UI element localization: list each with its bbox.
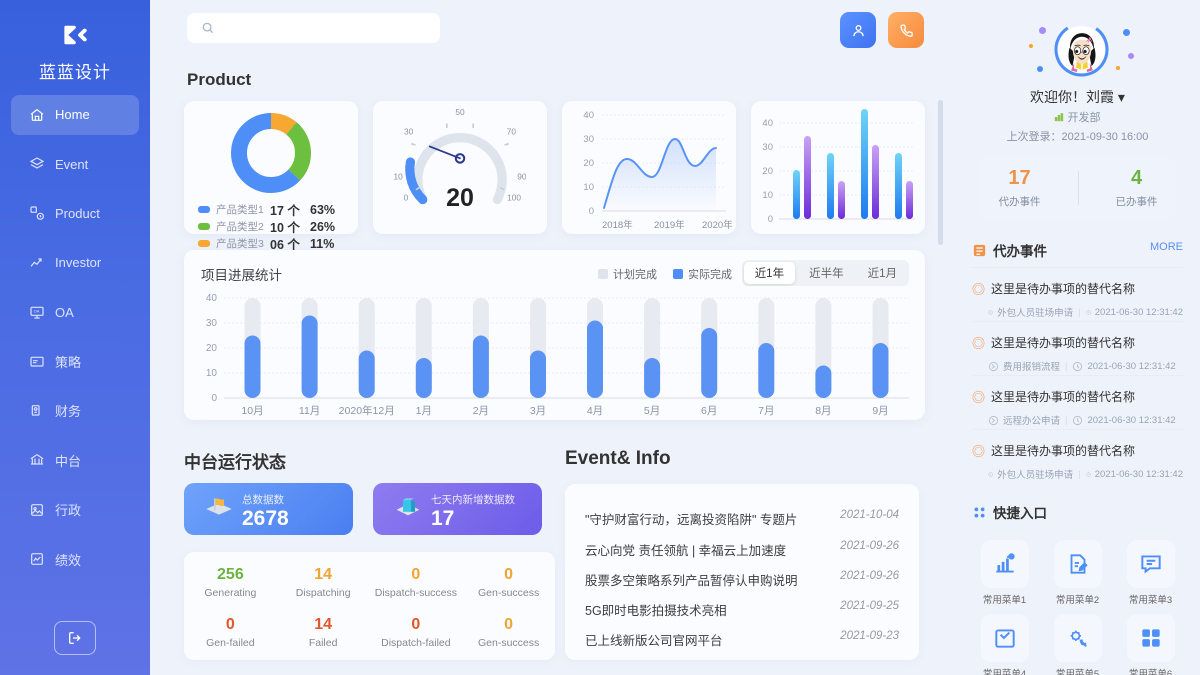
svg-text:11月: 11月 bbox=[299, 405, 320, 417]
svg-text:20: 20 bbox=[762, 166, 773, 177]
svg-text:0: 0 bbox=[211, 393, 217, 404]
svg-text:0: 0 bbox=[768, 214, 773, 225]
svg-text:2月: 2月 bbox=[473, 405, 489, 417]
svg-text:20: 20 bbox=[206, 343, 218, 354]
svg-text:10: 10 bbox=[583, 182, 594, 193]
svg-text:4月: 4月 bbox=[587, 405, 603, 417]
svg-text:50: 50 bbox=[455, 107, 465, 117]
svg-text:40: 40 bbox=[583, 110, 594, 121]
svg-text:2020年: 2020年 bbox=[702, 219, 733, 231]
svg-text:30: 30 bbox=[206, 318, 218, 329]
svg-text:2020年12月: 2020年12月 bbox=[339, 404, 395, 417]
svg-text:40: 40 bbox=[762, 118, 773, 129]
svg-text:70: 70 bbox=[507, 127, 517, 137]
svg-text:10: 10 bbox=[206, 368, 218, 379]
svg-text:2018年: 2018年 bbox=[602, 219, 633, 231]
svg-text:20: 20 bbox=[583, 158, 594, 169]
svg-text:0: 0 bbox=[589, 206, 594, 217]
svg-text:2019年: 2019年 bbox=[654, 219, 685, 231]
svg-text:8月: 8月 bbox=[815, 405, 831, 417]
svg-text:30: 30 bbox=[404, 127, 414, 137]
svg-text:9月: 9月 bbox=[872, 405, 888, 417]
svg-text:7月: 7月 bbox=[758, 405, 774, 417]
svg-text:40: 40 bbox=[206, 293, 218, 304]
svg-text:90: 90 bbox=[517, 171, 526, 181]
svg-text:10: 10 bbox=[394, 171, 403, 181]
svg-text:10: 10 bbox=[762, 190, 773, 201]
svg-text:6月: 6月 bbox=[701, 405, 717, 417]
svg-text:1月: 1月 bbox=[416, 405, 432, 417]
svg-text:10月: 10月 bbox=[241, 405, 263, 417]
svg-text:OA: OA bbox=[34, 309, 40, 314]
svg-text:30: 30 bbox=[762, 142, 773, 153]
svg-text:30: 30 bbox=[583, 134, 594, 145]
svg-text:5月: 5月 bbox=[644, 405, 660, 417]
svg-text:3月: 3月 bbox=[530, 405, 546, 417]
